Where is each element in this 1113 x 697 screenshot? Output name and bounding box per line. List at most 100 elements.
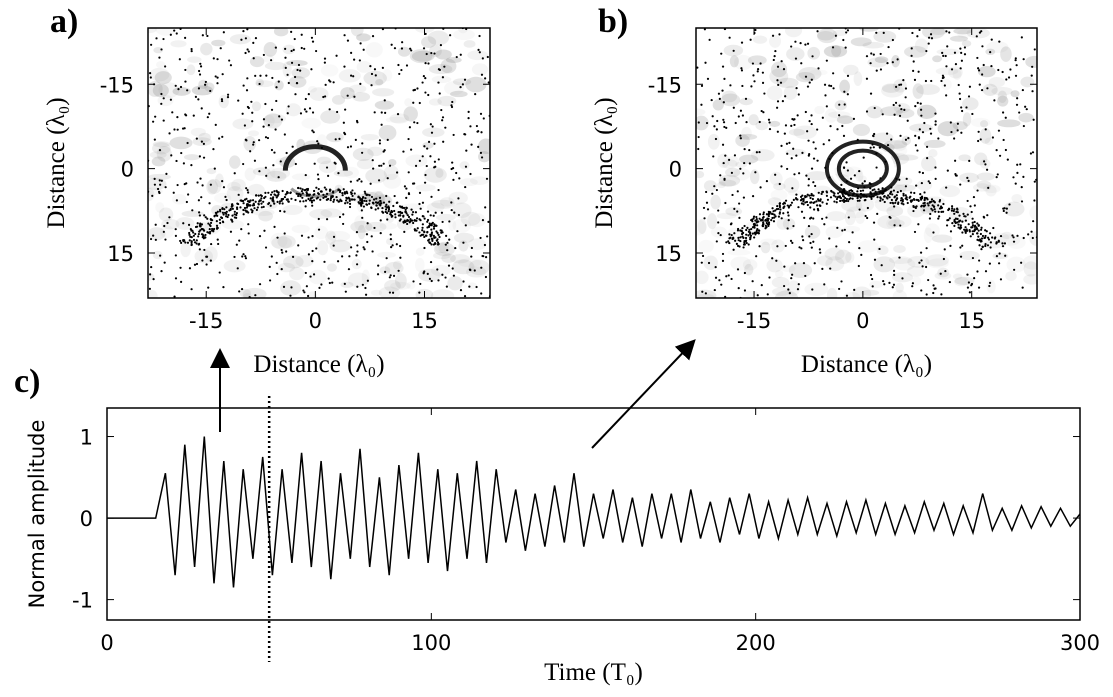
scatterer — [410, 208, 413, 211]
speckle — [961, 40, 972, 47]
scatterer — [858, 169, 861, 173]
scatterer — [328, 281, 331, 285]
scatterer — [297, 193, 300, 196]
scatterer — [812, 217, 815, 220]
x-tick-label: 200 — [736, 631, 776, 655]
scatterer — [753, 236, 756, 239]
scatterer — [323, 57, 327, 60]
scatterer — [892, 269, 896, 272]
scatterer — [197, 98, 200, 101]
speckle — [742, 259, 758, 271]
scatterer — [194, 232, 197, 236]
scatterer — [402, 215, 405, 218]
scatterer — [392, 274, 396, 277]
scatterer — [220, 99, 224, 103]
scatterer — [148, 273, 152, 276]
scatterer — [969, 235, 972, 238]
panel-label: a) — [50, 3, 78, 40]
scatterer — [370, 206, 373, 210]
speckle — [787, 280, 801, 296]
scatterer — [745, 121, 748, 124]
scatterer — [468, 285, 471, 288]
scatterer — [423, 230, 426, 233]
scatterer — [192, 238, 196, 241]
speckle — [716, 212, 737, 220]
scatterer — [741, 84, 744, 88]
scatterer — [278, 115, 281, 118]
scatterer — [323, 186, 326, 189]
scatterer — [921, 265, 924, 268]
scatterer — [426, 210, 430, 213]
scatterer — [246, 77, 249, 80]
scatterer — [455, 55, 458, 59]
scatterer — [832, 87, 835, 90]
scatterer — [210, 229, 214, 232]
scatterer — [981, 234, 985, 238]
axes-box — [695, 27, 1038, 299]
scatterer — [290, 197, 293, 200]
scatterer — [303, 291, 306, 294]
scatterer — [197, 235, 200, 238]
scatterer — [190, 50, 193, 53]
scatterer — [355, 254, 358, 257]
scatterer — [151, 194, 154, 197]
scatterer — [982, 63, 985, 67]
scatterer — [929, 127, 932, 130]
speckle — [1020, 76, 1035, 88]
speckle — [805, 171, 830, 181]
scatterer — [807, 178, 810, 181]
scatterer — [957, 223, 960, 226]
speckle — [155, 202, 165, 213]
scatterer — [480, 266, 483, 269]
scatterer — [934, 120, 937, 123]
scatterer — [860, 253, 863, 256]
scatterer — [919, 251, 923, 254]
scatterer — [896, 190, 899, 194]
speckle — [936, 48, 961, 56]
scatterer — [721, 252, 725, 256]
scatterer — [388, 276, 391, 279]
scatterer — [1020, 261, 1023, 264]
scatterer — [963, 215, 966, 218]
speckle — [229, 155, 241, 169]
scatterer — [871, 189, 874, 192]
scatterer — [758, 217, 761, 220]
scatterer — [829, 267, 832, 270]
scatterer — [195, 137, 198, 140]
scatterer — [738, 202, 741, 205]
scatterer — [794, 40, 797, 43]
scatterer — [923, 204, 927, 207]
scatterer — [932, 205, 936, 208]
scatterer — [242, 213, 245, 216]
scatterer — [395, 243, 398, 246]
scatterer — [389, 213, 393, 216]
scatterer — [778, 33, 781, 36]
scatterer — [204, 233, 207, 237]
speckle — [697, 218, 707, 234]
speckle — [271, 236, 293, 250]
scatterer — [430, 231, 434, 234]
scatterer — [997, 262, 1001, 265]
scatterer — [258, 283, 262, 286]
scatterer — [390, 209, 393, 213]
scatterer — [929, 132, 933, 135]
speckle — [450, 254, 470, 264]
scatterer — [414, 211, 418, 214]
scatterer — [751, 195, 755, 198]
scatterer — [400, 205, 404, 208]
scatterer — [426, 230, 429, 234]
scatterer — [765, 213, 769, 216]
scatterer — [220, 98, 224, 101]
scatterer — [395, 171, 399, 174]
scatterer — [342, 188, 345, 191]
speckle — [352, 147, 374, 161]
scatterer — [1016, 163, 1019, 166]
scatterer — [180, 280, 183, 283]
speckle — [921, 155, 937, 172]
scatterer — [834, 195, 837, 198]
scatterer — [208, 227, 211, 231]
scatterer — [221, 220, 224, 223]
scatterer — [751, 232, 754, 235]
scatterer — [311, 40, 315, 43]
scatterer — [886, 62, 889, 65]
